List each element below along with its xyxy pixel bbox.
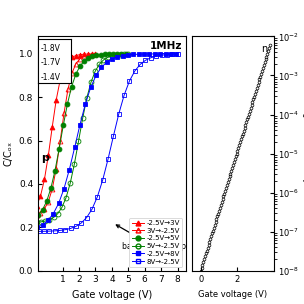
X-axis label: Gate voltage (V): Gate voltage (V) — [72, 290, 152, 300]
Text: backward sweep: backward sweep — [116, 225, 186, 251]
Text: 1MHz: 1MHz — [150, 41, 183, 51]
Text: n: n — [261, 43, 268, 54]
Y-axis label: C/Cₒₓ: C/Cₒₓ — [3, 141, 13, 166]
Legend: -2.5V→3V, 3V→-2.5V, -2.5V→5V, 5V→-2.5V, -2.5V→8V, 8V→-2.5V: -2.5V→3V, 3V→-2.5V, -2.5V→5V, 5V→-2.5V, … — [130, 218, 182, 267]
X-axis label: Gate voltage (V): Gate voltage (V) — [198, 290, 267, 299]
Y-axis label: Leakage current density  (A/cm²): Leakage current density (A/cm²) — [302, 90, 304, 217]
Text: p: p — [41, 153, 49, 163]
